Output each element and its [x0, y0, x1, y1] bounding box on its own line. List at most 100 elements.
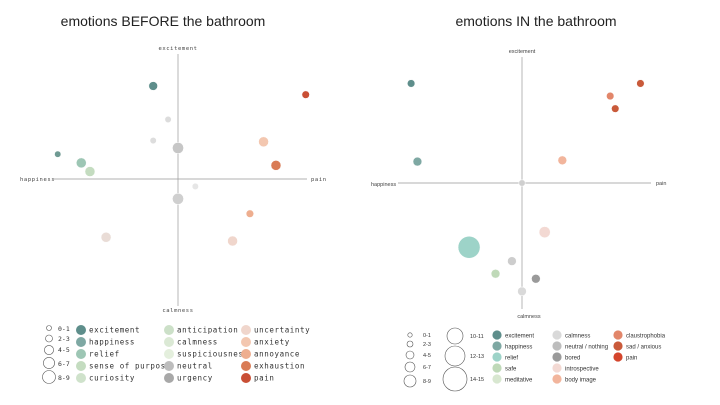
legend-swatch [76, 349, 86, 359]
legend-before: excitement happiness relief sense of purpos… [76, 325, 310, 383]
size-legend-in: 0-1 2-3 4-5 6-7 8-9 10-11 12-13 14-15 [403, 327, 484, 392]
size-key-label: 6-7 [58, 360, 70, 368]
legend-label: urgency [177, 374, 213, 383]
data-point [149, 137, 157, 145]
data-point [606, 92, 615, 101]
legend-label: uncertainty [254, 326, 310, 335]
data-point [172, 192, 184, 205]
legend-label: curiosity [89, 374, 135, 383]
legend-label: relief [89, 350, 120, 359]
data-point [172, 142, 184, 154]
axis-label-bottom-before: calmness [162, 308, 193, 314]
data-point [258, 136, 269, 148]
data-point [148, 81, 158, 91]
size-key-circle [407, 332, 413, 338]
size-key-circle [43, 357, 55, 369]
data-point [164, 116, 172, 123]
size-key-circle [403, 374, 417, 388]
legend-swatch [164, 325, 174, 335]
data-point [84, 166, 96, 177]
legend-in: excitement happiness relief safe meditative c… [492, 330, 666, 384]
data-point [270, 160, 282, 171]
size-key-label: 12-13 [470, 354, 484, 360]
size-key-circle [446, 327, 464, 345]
data-point [518, 179, 526, 187]
size-key-label: 2-3 [58, 335, 70, 343]
legend-swatch [241, 337, 251, 347]
axis-label-bottom-in: calmness [517, 314, 540, 320]
size-key-circle [42, 370, 56, 384]
data-point [301, 90, 310, 99]
size-key-circle [442, 366, 468, 392]
legend-swatch [164, 361, 174, 371]
size-key-label: 8-9 [58, 374, 70, 382]
legend-label: body image [565, 378, 597, 384]
data-point [54, 150, 62, 158]
legend-swatch [164, 349, 174, 359]
legend-swatch [241, 373, 251, 383]
size-key-circle [406, 340, 414, 348]
legend-swatch [241, 325, 251, 335]
data-point [490, 269, 501, 279]
data-point [227, 235, 238, 247]
data-point [507, 256, 517, 266]
legend-label: happiness [89, 338, 135, 347]
legend-label: neutral [177, 362, 213, 371]
legend-swatch [613, 352, 623, 362]
size-key-label: 10-11 [470, 334, 484, 340]
size-key-label: 0-1 [423, 333, 431, 339]
legend-swatch [552, 374, 562, 384]
legend-swatch [492, 352, 502, 362]
size-key-label: 8-9 [423, 379, 431, 385]
chart-title-in: emotions IN the bathroom [455, 13, 616, 29]
chart-title-before: emotions BEFORE the bathroom [61, 13, 266, 29]
legend-label: introspective [565, 367, 599, 373]
data-point [531, 274, 541, 284]
legend-swatch [76, 337, 86, 347]
legend-label: exhaustion [254, 362, 305, 371]
axis-label-right-in: pain [656, 181, 666, 187]
legend-swatch [76, 325, 86, 335]
legend-label: relief [505, 356, 518, 362]
legend-label: anxiety [254, 338, 290, 347]
axis-label-right-before: pain [311, 177, 327, 183]
legend-label: happiness [505, 345, 532, 351]
data-point [557, 155, 567, 165]
legend-label: claustrophobia [626, 334, 666, 340]
legend-label: excitement [505, 334, 534, 340]
legend-swatch [241, 349, 251, 359]
legend-swatch [241, 361, 251, 371]
legend-swatch [164, 337, 174, 347]
size-key-circle [44, 345, 54, 355]
legend-label: sense of purpose [89, 362, 171, 371]
legend-swatch [552, 341, 562, 351]
axis-label-top-before: excitement [158, 46, 197, 52]
size-key-label: 14-15 [470, 377, 484, 383]
legend-label: annoyance [254, 350, 300, 359]
size-key-label: 4-5 [58, 346, 70, 354]
data-point [191, 182, 199, 190]
legend-label: calmness [565, 334, 590, 340]
legend-swatch [552, 330, 562, 340]
legend-swatch [613, 341, 623, 351]
axis-label-top-in: excitement [509, 49, 536, 55]
legend-label: pain [626, 356, 637, 362]
legend-swatch [613, 330, 623, 340]
chart-in: emotions IN the bathroom excitement calm… [371, 13, 666, 392]
size-key-label: 0-1 [58, 325, 70, 333]
data-point [538, 226, 551, 238]
points-in [407, 79, 645, 297]
legend-label: meditative [505, 378, 533, 384]
data-point [407, 79, 416, 88]
data-point [412, 156, 423, 167]
chart-before: emotions BEFORE the bathroom excitement … [20, 13, 327, 384]
legend-label: anticipation [177, 326, 238, 335]
data-point [611, 104, 620, 113]
legend-label: calmness [177, 338, 218, 347]
legend-swatch [492, 363, 502, 373]
legend-swatch [552, 363, 562, 373]
legend-label: suspiciousness [177, 350, 249, 359]
size-key-label: 6-7 [423, 365, 431, 371]
legend-swatch [492, 374, 502, 384]
legend-label: safe [505, 367, 517, 373]
